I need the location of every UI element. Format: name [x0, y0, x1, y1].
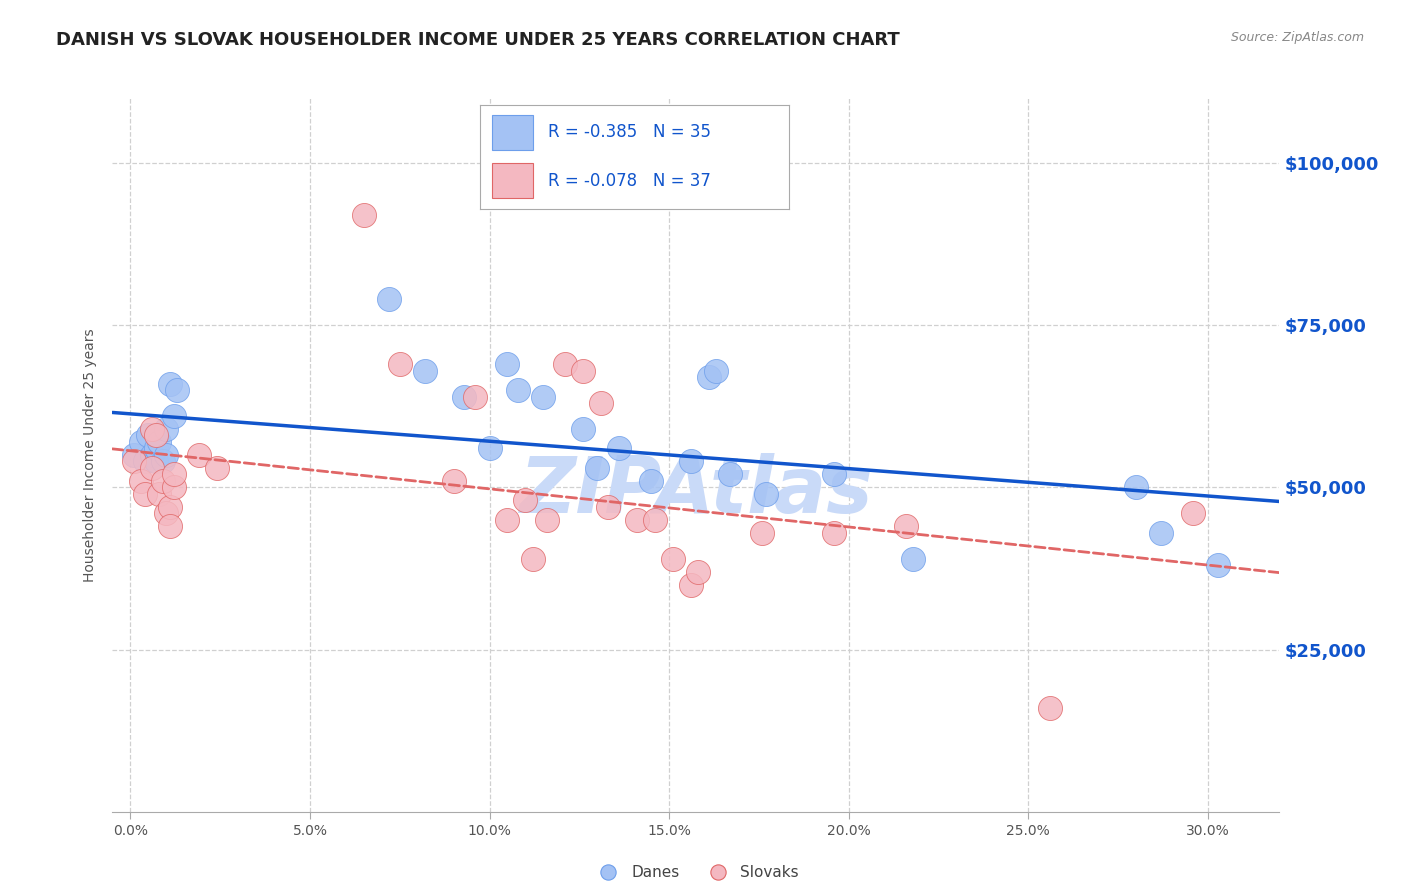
Point: [162, 467, 184, 482]
Point: [1182, 506, 1205, 520]
Point: [718, 467, 741, 482]
Point: [129, 474, 152, 488]
Point: [162, 480, 184, 494]
Point: [515, 493, 537, 508]
Point: [508, 383, 530, 397]
Point: [141, 461, 163, 475]
Point: [129, 434, 152, 449]
Point: [531, 390, 554, 404]
Point: [464, 390, 486, 404]
Point: [155, 422, 177, 436]
Point: [162, 409, 184, 423]
Point: [697, 370, 720, 384]
Point: [141, 448, 163, 462]
Point: [134, 487, 156, 501]
Point: [378, 292, 401, 306]
Point: [145, 454, 167, 468]
Point: [138, 428, 160, 442]
Text: Source: ZipAtlas.com: Source: ZipAtlas.com: [1230, 31, 1364, 45]
Point: [159, 500, 181, 514]
Point: [443, 474, 465, 488]
Point: [1208, 558, 1230, 573]
Point: [159, 519, 181, 533]
Point: [596, 500, 619, 514]
Point: [572, 422, 595, 436]
Point: [644, 513, 666, 527]
Point: [589, 396, 612, 410]
Point: [626, 513, 648, 527]
Point: [823, 467, 845, 482]
Y-axis label: Householder Income Under 25 years: Householder Income Under 25 years: [83, 328, 97, 582]
Point: [536, 513, 558, 527]
Point: [496, 513, 519, 527]
Point: [152, 454, 174, 468]
Point: [679, 454, 702, 468]
Text: ZIPAtlas: ZIPAtlas: [519, 452, 873, 529]
Legend: Danes, Slovaks: Danes, Slovaks: [586, 859, 806, 886]
Point: [145, 428, 167, 442]
Point: [640, 474, 662, 488]
Point: [453, 390, 475, 404]
Point: [159, 376, 181, 391]
Point: [187, 448, 209, 462]
Point: [155, 448, 177, 462]
Point: [704, 363, 727, 377]
Point: [155, 506, 177, 520]
Point: [478, 442, 501, 456]
Point: [122, 448, 145, 462]
Point: [353, 208, 375, 222]
Point: [586, 461, 609, 475]
Point: [122, 454, 145, 468]
Point: [1150, 525, 1173, 540]
Point: [755, 487, 778, 501]
Point: [522, 551, 544, 566]
Point: [823, 525, 845, 540]
Point: [148, 487, 170, 501]
Point: [134, 454, 156, 468]
Point: [607, 442, 630, 456]
Point: [166, 383, 188, 397]
Point: [1125, 480, 1147, 494]
Point: [388, 357, 411, 371]
Point: [148, 434, 170, 449]
Point: [152, 474, 174, 488]
Point: [145, 442, 167, 456]
Point: [903, 551, 925, 566]
Point: [751, 525, 773, 540]
Point: [572, 363, 595, 377]
Point: [894, 519, 917, 533]
Point: [1039, 701, 1062, 715]
Text: DANISH VS SLOVAK HOUSEHOLDER INCOME UNDER 25 YEARS CORRELATION CHART: DANISH VS SLOVAK HOUSEHOLDER INCOME UNDE…: [56, 31, 900, 49]
Point: [413, 363, 436, 377]
Point: [554, 357, 576, 371]
Point: [496, 357, 519, 371]
Point: [686, 565, 709, 579]
Point: [205, 461, 228, 475]
Point: [141, 422, 163, 436]
Point: [661, 551, 683, 566]
Point: [679, 577, 702, 591]
